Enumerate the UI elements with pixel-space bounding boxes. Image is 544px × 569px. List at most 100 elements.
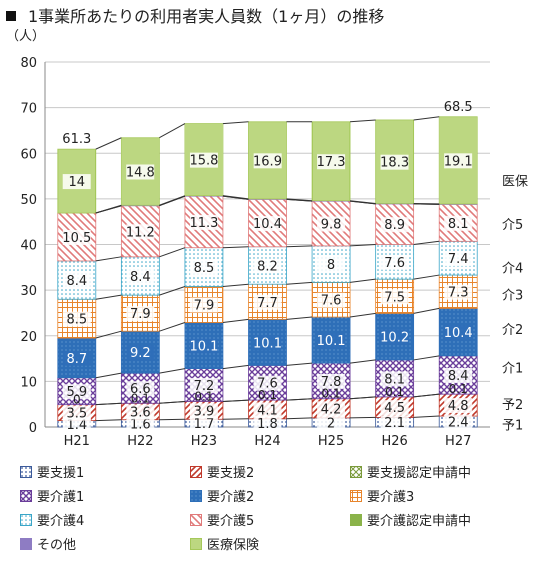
value-label-kaigo5: 10.4 [253, 217, 282, 232]
value-label-bg [189, 152, 218, 168]
y-tick-label: 10 [20, 375, 37, 390]
series-link-line [222, 121, 249, 125]
series-link-line [413, 274, 440, 280]
value-label-yoshien1: 2.4 [448, 416, 469, 431]
series-link-line [222, 364, 249, 370]
right-category-label: 介3 [502, 289, 523, 304]
legend-item: 要介護2 [190, 486, 254, 505]
value-label-kaigo4: 8.2 [257, 259, 278, 274]
legend-swatch [350, 513, 362, 526]
value-label-kaigo1: 5.9 [66, 385, 87, 400]
value-label-bg [380, 400, 409, 416]
value-label-kaigo1: 8.4 [448, 369, 469, 384]
value-label-iryo: 14.8 [126, 166, 155, 181]
value-label-kaigo5: 9.8 [321, 218, 342, 233]
legend-item: 要支援2 [190, 462, 254, 481]
value-label-bg [253, 216, 282, 232]
value-label-kaigo4: 8.5 [194, 261, 215, 276]
value-label-iryo: 15.8 [189, 154, 218, 169]
value-label-kaigo1: 8.1 [384, 372, 405, 387]
value-label-bg [380, 154, 409, 170]
value-label-bg [444, 414, 473, 430]
value-label-bg [62, 384, 91, 400]
value-label-bg [126, 381, 155, 397]
value-label-bg [380, 371, 409, 387]
right-category-label: 介4 [502, 261, 523, 276]
value-label-kaigo1: 7.2 [194, 379, 215, 394]
series-link-line [413, 240, 440, 245]
value-label-bg [444, 398, 473, 414]
value-label-bg [126, 224, 155, 240]
value-label-bg [189, 260, 218, 276]
value-label-bg [62, 273, 91, 289]
value-label-bg [380, 254, 409, 270]
value-label-bg [189, 214, 218, 230]
value-label-bg [126, 404, 155, 420]
value-label-bg [189, 403, 218, 419]
x-tick-label: H27 [445, 434, 471, 449]
value-label-kaigo5: 11.2 [126, 225, 155, 240]
value-label-bg [317, 257, 346, 273]
legend-label: 要介護4 [37, 514, 85, 529]
value-label-iryo: 18.3 [380, 156, 409, 171]
y-tick-label: 80 [20, 56, 37, 71]
legend-item: その他 [20, 534, 76, 553]
y-tick-label: 30 [20, 284, 37, 299]
series-link-line [413, 355, 440, 361]
series-link-line [286, 245, 313, 248]
value-label-bg [317, 401, 346, 417]
series-link-line [350, 244, 376, 247]
value-label-bg [444, 153, 473, 169]
value-label-bg [317, 333, 346, 349]
value-label-kaigo3: 7.6 [321, 294, 342, 309]
value-label-bg [189, 378, 218, 394]
series-link-line [413, 116, 440, 121]
series-link-line [286, 281, 313, 285]
value-label-small: 0.1 [449, 382, 468, 396]
value-label-bg [253, 335, 282, 351]
value-label-bg [380, 415, 409, 431]
value-label-small: 0.1 [131, 391, 150, 405]
value-label-bg [444, 251, 473, 267]
series-link-line [286, 362, 313, 366]
legend-swatch [190, 489, 202, 502]
legend-label: その他 [37, 538, 77, 553]
x-tick-label: H24 [254, 434, 280, 449]
value-label-kaigo5: 8.1 [448, 217, 469, 232]
value-label-kaigo4: 8.4 [130, 270, 151, 285]
value-label-kaigo4: 7.6 [384, 256, 405, 271]
value-label-yoshien1: 1.4 [66, 418, 87, 433]
value-label-yoshien1: 2 [327, 416, 335, 431]
value-label-yoshien1: 1.6 [130, 417, 151, 432]
value-label-yoshien2: 3.6 [130, 405, 151, 420]
legend-item: 要介護3 [350, 486, 414, 505]
right-category-label: 医保 [502, 175, 528, 190]
legend-label: 医療保険 [207, 538, 260, 553]
value-label-yoshien1: 2.1 [384, 416, 405, 431]
value-label-yoshien2: 4.2 [321, 402, 342, 417]
value-label-bg [444, 215, 473, 231]
series-link-line [350, 359, 376, 364]
series-link-line [222, 399, 249, 402]
legend-swatch [20, 489, 32, 502]
value-label-small: 0 [73, 393, 81, 407]
value-label-bg [444, 284, 473, 300]
value-label-bg [126, 345, 155, 361]
series-link-line [95, 204, 122, 214]
legend-label: 要支援1 [37, 466, 85, 481]
series-link-line [95, 402, 122, 406]
value-label-bg [126, 306, 155, 322]
x-tick-label: H25 [318, 434, 344, 449]
value-label-iryo: 17.3 [317, 155, 346, 170]
value-label-bg [444, 367, 473, 383]
value-label-bg [62, 174, 91, 190]
right-category-label: 介1 [502, 362, 523, 377]
series-link-line [286, 316, 313, 320]
series-link-line [222, 318, 249, 324]
value-label-kaigo3: 7.9 [130, 307, 151, 322]
value-label-yoshien2: 4.8 [448, 399, 469, 414]
value-label-iryo: 16.9 [253, 154, 282, 169]
value-label-kaigo4: 7.4 [448, 252, 469, 267]
y-tick-label: 20 [20, 330, 37, 345]
